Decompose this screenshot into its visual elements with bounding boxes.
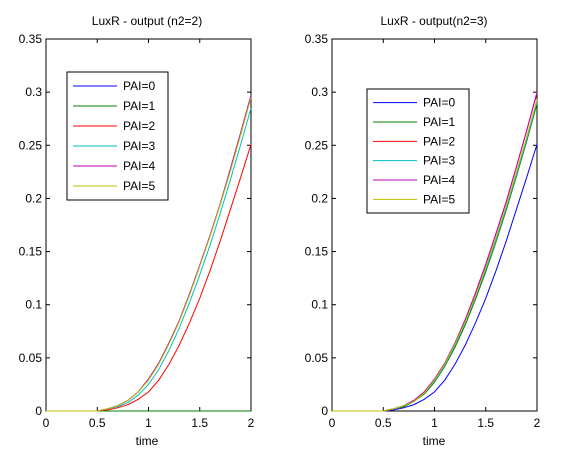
chart-left-xtick-label: 1.5 xyxy=(191,416,208,430)
chart-right-legend-label: PAI=4 xyxy=(423,173,455,187)
chart-left-ytick-label: 0.15 xyxy=(19,245,43,259)
chart-right-ytick-label: 0.3 xyxy=(311,85,328,99)
chart-left-series-line-pai-5 xyxy=(46,97,252,412)
chart-left-title: LuxR - output (n2=2) xyxy=(92,14,202,28)
chart-left-xlabel: time xyxy=(136,434,159,448)
chart-right-series-line-pai-5 xyxy=(332,99,538,412)
chart-right-ytick-label: 0 xyxy=(321,404,328,418)
chart-left-ytick-label: 0.35 xyxy=(19,32,43,46)
chart-right-xtick-label: 0 xyxy=(329,416,336,430)
chart-right-ytick-label: 0.15 xyxy=(305,245,329,259)
chart-left-legend-label: PAI=4 xyxy=(123,159,155,173)
chart-right-legend-label: PAI=3 xyxy=(423,154,455,168)
chart-right-legend-label: PAI=2 xyxy=(423,134,455,148)
chart-right-series-line-pai-1 xyxy=(332,103,538,412)
chart-left-legend-label: PAI=0 xyxy=(123,79,155,93)
chart-left-ytick-label: 0.3 xyxy=(25,85,42,99)
chart-left-xtick-label: 0 xyxy=(43,416,50,430)
chart-right-ytick-label: 0.2 xyxy=(311,191,328,205)
chart-left-legend-label: PAI=3 xyxy=(123,139,155,153)
chart-left-legend-box xyxy=(66,71,169,201)
chart-left-ytick-label: 0 xyxy=(35,404,42,418)
chart-right-xtick-label: 1 xyxy=(431,416,438,430)
chart-right-legend-box xyxy=(366,88,470,214)
chart-right-legend-label: PAI=0 xyxy=(423,96,455,110)
chart-left-xtick-label: 2 xyxy=(248,416,255,430)
chart-left-ytick-label: 0.25 xyxy=(19,138,43,152)
chart-right: 0 0.05 0.1 0.15 0.2 0.25 0.3 0.35 0 0.5 1 1.5 2 PAI=0… xyxy=(305,14,541,448)
chart-left-ytick-label: 0.05 xyxy=(19,351,43,365)
chart-left-legend-label: PAI=2 xyxy=(123,119,155,133)
chart-left-series-line-pai-3 xyxy=(46,107,252,412)
chart-left-legend-label: PAI=1 xyxy=(123,99,155,113)
chart-right-legend-label: PAI=5 xyxy=(423,192,455,206)
chart-left-xtick-label: 0.5 xyxy=(89,416,106,430)
chart-right-xlabel: time xyxy=(423,434,446,448)
chart-right-title: LuxR - output(n2=3) xyxy=(380,14,487,28)
chart-left-ytick-label: 0.2 xyxy=(25,191,42,205)
chart-right-ytick-label: 0.35 xyxy=(305,32,329,46)
chart-right-ytick-label: 0.05 xyxy=(305,351,329,365)
chart-right-ytick-label: 0.1 xyxy=(311,298,328,312)
chart-right-xtick-label: 0.5 xyxy=(375,416,392,430)
chart-right-ytick-label: 0.25 xyxy=(305,138,329,152)
chart-left-xtick-label: 1 xyxy=(145,416,152,430)
chart-right-xtick-label: 2 xyxy=(534,416,541,430)
chart-right-legend-label: PAI=1 xyxy=(423,115,455,129)
chart-right-series-line-pai-0 xyxy=(332,144,538,412)
chart-left-ytick-label: 0.1 xyxy=(25,298,42,312)
chart-left-legend-label: PAI=5 xyxy=(123,179,155,193)
chart-right-xtick-label: 1.5 xyxy=(477,416,494,430)
chart-left: 0 0.05 0.1 0.15 0.2 0.25 0.3 0.35 0 0.5 1 1.5 2 PAI=0… xyxy=(19,14,255,448)
chart-left-series-line-pai-2 xyxy=(46,144,252,412)
